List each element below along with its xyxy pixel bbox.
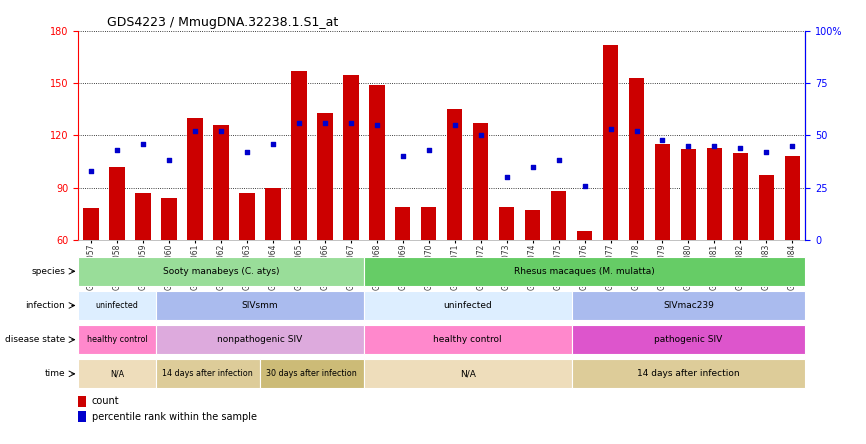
Bar	[265, 188, 281, 240]
Bar	[187, 118, 203, 240]
Text: healthy control: healthy control	[87, 335, 147, 344]
Point	[344, 119, 358, 127]
Bar	[369, 85, 385, 240]
Text: GDS4223 / MmugDNA.32238.1.S1_at: GDS4223 / MmugDNA.32238.1.S1_at	[107, 16, 339, 28]
Point	[240, 149, 254, 156]
Point	[266, 140, 280, 147]
Point	[682, 143, 695, 150]
Text: N/A: N/A	[110, 369, 124, 378]
Point	[552, 157, 565, 164]
Bar	[343, 75, 359, 240]
Bar	[291, 71, 307, 240]
Text: 30 days after infection: 30 days after infection	[267, 369, 357, 378]
Bar	[447, 109, 462, 240]
Bar	[78, 325, 156, 354]
Bar	[78, 411, 86, 422]
Bar	[109, 167, 125, 240]
Text: uninfected: uninfected	[95, 301, 139, 310]
Bar	[364, 360, 572, 388]
Text: time: time	[44, 369, 65, 378]
Bar	[707, 147, 722, 240]
Bar	[499, 207, 514, 240]
Bar	[83, 209, 99, 240]
Text: nonpathogenic SIV: nonpathogenic SIV	[217, 335, 302, 344]
Text: Rhesus macaques (M. mulatta): Rhesus macaques (M. mulatta)	[514, 267, 655, 276]
Point	[734, 144, 747, 151]
Point	[162, 157, 176, 164]
Bar	[78, 291, 156, 320]
Bar	[572, 291, 805, 320]
Point	[84, 167, 98, 174]
Text: pathogenic SIV: pathogenic SIV	[655, 335, 722, 344]
Point	[448, 122, 462, 129]
Point	[708, 143, 721, 150]
Bar	[785, 156, 800, 240]
Bar	[135, 193, 151, 240]
Bar	[156, 291, 364, 320]
Bar	[421, 207, 436, 240]
Point	[370, 122, 384, 129]
Bar	[395, 207, 410, 240]
Point	[214, 128, 228, 135]
Bar	[156, 325, 364, 354]
Text: percentile rank within the sample: percentile rank within the sample	[92, 412, 256, 422]
Text: healthy control: healthy control	[433, 335, 502, 344]
Text: disease state: disease state	[4, 335, 65, 344]
Point	[318, 119, 332, 127]
Text: Sooty manabeys (C. atys): Sooty manabeys (C. atys)	[163, 267, 279, 276]
Point	[759, 149, 773, 156]
Bar	[213, 125, 229, 240]
Point	[136, 140, 150, 147]
Bar	[156, 360, 260, 388]
Point	[188, 128, 202, 135]
Bar	[364, 257, 805, 285]
Text: uninfected: uninfected	[443, 301, 492, 310]
Point	[110, 147, 124, 154]
Text: infection: infection	[25, 301, 65, 310]
Bar	[759, 175, 774, 240]
Point	[656, 136, 669, 143]
Bar	[78, 257, 364, 285]
Bar	[603, 45, 618, 240]
Bar	[572, 325, 805, 354]
Point	[396, 153, 410, 160]
Text: species: species	[31, 267, 65, 276]
Point	[292, 119, 306, 127]
Text: 14 days after infection: 14 days after infection	[637, 369, 740, 378]
Bar	[364, 325, 572, 354]
Bar	[577, 231, 592, 240]
Text: SIVmac239: SIVmac239	[663, 301, 714, 310]
Point	[474, 132, 488, 139]
Bar	[78, 360, 156, 388]
Bar	[364, 291, 572, 320]
Bar	[629, 78, 644, 240]
Point	[526, 163, 540, 170]
Bar	[655, 144, 670, 240]
Bar	[317, 113, 333, 240]
Text: count: count	[92, 396, 120, 406]
Text: SIVsmm: SIVsmm	[242, 301, 278, 310]
Point	[422, 147, 436, 154]
Point	[604, 126, 617, 133]
Bar	[733, 153, 748, 240]
Bar	[161, 198, 177, 240]
Point	[785, 143, 799, 150]
Bar	[260, 360, 364, 388]
Bar	[473, 123, 488, 240]
Bar	[525, 210, 540, 240]
Bar	[681, 149, 696, 240]
Point	[630, 128, 643, 135]
Point	[578, 182, 591, 189]
Point	[500, 174, 514, 181]
Bar	[551, 191, 566, 240]
Text: N/A: N/A	[460, 369, 475, 378]
Bar	[239, 193, 255, 240]
Bar	[78, 396, 86, 407]
Bar	[572, 360, 805, 388]
Text: 14 days after infection: 14 days after infection	[163, 369, 253, 378]
